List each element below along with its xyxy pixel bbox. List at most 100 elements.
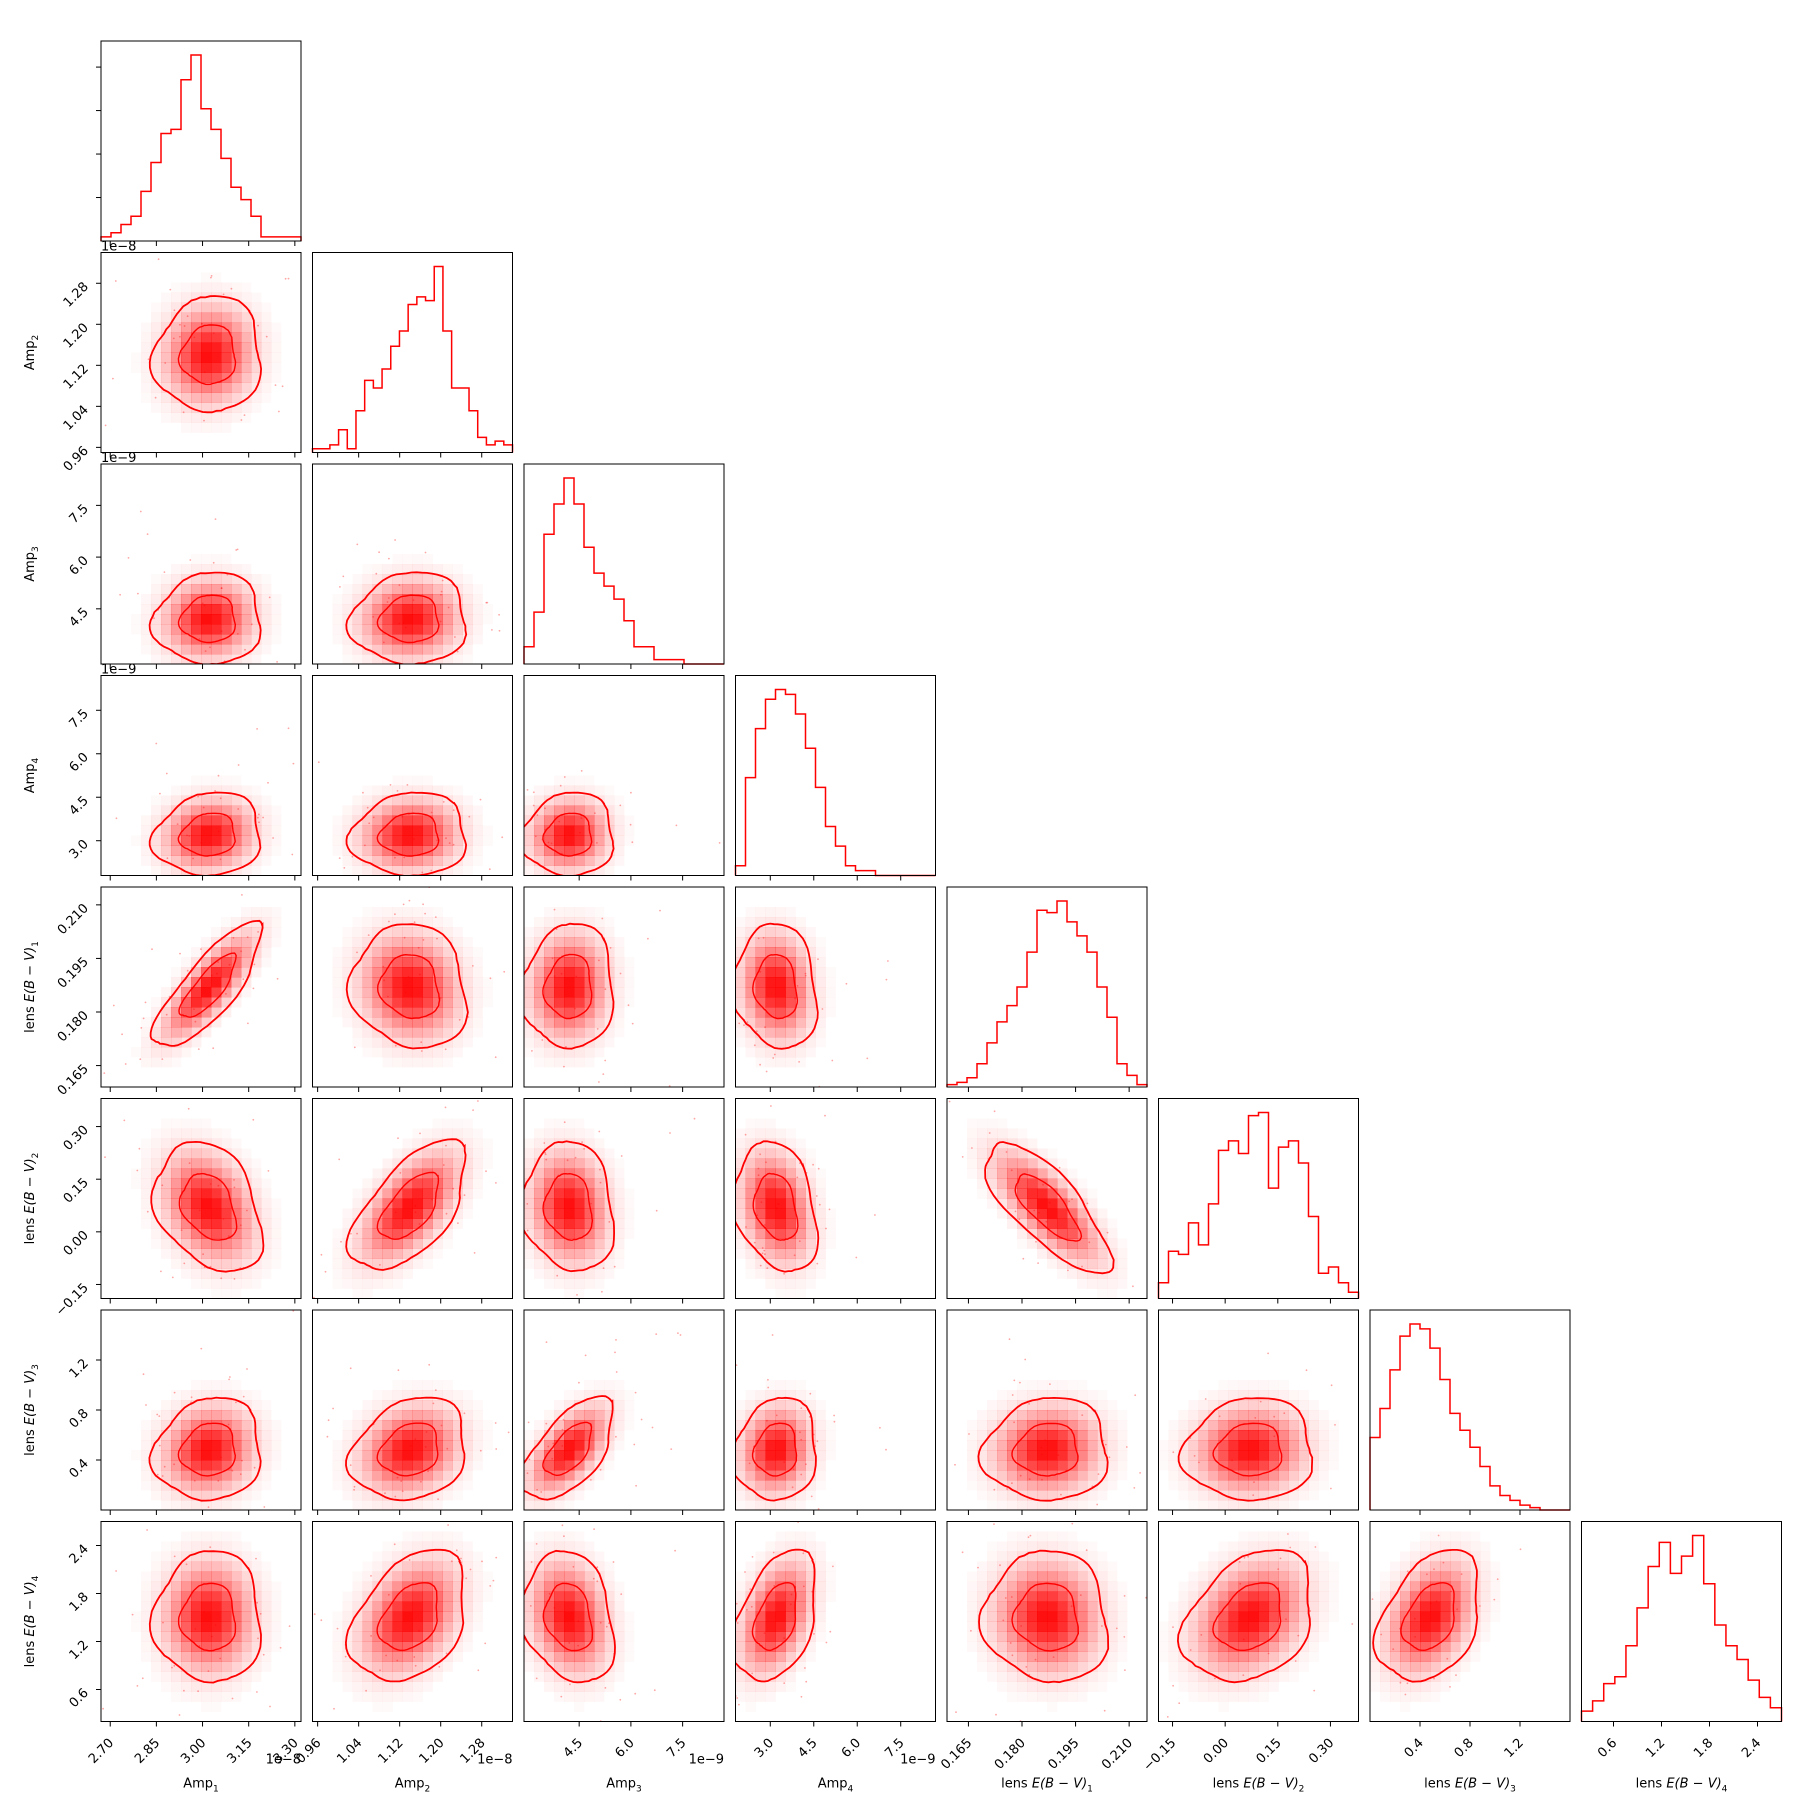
density-cell	[584, 1420, 595, 1431]
density-cell	[1268, 1500, 1279, 1510]
density-cell	[211, 273, 221, 283]
density-cell	[362, 845, 373, 856]
density-cell	[432, 815, 443, 826]
density-cell	[362, 1631, 373, 1642]
density-cell	[735, 1238, 746, 1249]
density-body	[326, 1363, 510, 1510]
density-cell	[333, 594, 343, 604]
contour-inner	[376, 1422, 439, 1477]
density-cell	[423, 554, 433, 564]
density-cell	[201, 564, 212, 575]
density-cell	[221, 1218, 232, 1229]
density-cell	[422, 825, 433, 836]
density-cell	[412, 1671, 423, 1682]
density-cell	[211, 1129, 221, 1139]
density-cell	[422, 584, 433, 595]
density-cell	[382, 624, 393, 635]
density-cell	[382, 835, 393, 846]
density-cell	[795, 1460, 806, 1471]
density-cell	[1037, 1440, 1048, 1451]
density-cell	[343, 1490, 353, 1500]
density-cell	[1107, 1219, 1117, 1229]
density-cell	[564, 1420, 575, 1431]
density-cell	[1288, 1410, 1299, 1421]
density-cell	[1077, 1279, 1087, 1289]
density-cell	[544, 907, 554, 917]
histogram-step-line	[1157, 1111, 1360, 1299]
density-cell	[392, 907, 403, 918]
density-cell	[241, 1390, 252, 1401]
density-cell	[161, 1027, 172, 1038]
density-cell	[554, 937, 565, 948]
density-cell	[261, 1188, 272, 1199]
density-cell	[775, 1007, 786, 1018]
density-cell	[261, 1208, 272, 1219]
density-cell	[534, 1541, 545, 1552]
density-cell	[161, 1188, 172, 1199]
density-cell	[1188, 1490, 1199, 1501]
density-cell	[131, 1179, 141, 1189]
density-cell	[432, 1168, 443, 1179]
density-cell	[171, 584, 182, 595]
density-cell	[412, 1218, 423, 1229]
density-cell	[554, 835, 565, 846]
density-cell	[785, 1278, 796, 1289]
density-cell	[442, 977, 453, 988]
panel-p3-2	[523, 675, 725, 881]
density-cell	[161, 1430, 172, 1441]
density-cell	[1258, 1390, 1269, 1401]
density-cell	[534, 1450, 545, 1461]
sample-point	[375, 572, 378, 575]
contour-outer	[984, 1141, 1115, 1275]
density-cell	[524, 865, 535, 876]
density-cell	[442, 1027, 453, 1038]
density-cell	[422, 624, 433, 635]
density-cell	[362, 624, 373, 635]
density-cell	[181, 584, 192, 595]
sample-point	[442, 801, 445, 803]
density-cell	[624, 816, 634, 826]
density-cell	[1329, 1430, 1339, 1440]
density-cell	[342, 815, 353, 826]
sample-point	[1096, 1503, 1099, 1506]
sample-point	[278, 410, 280, 413]
density-cell	[352, 1248, 363, 1259]
density-cell	[372, 997, 383, 1008]
density-cell	[544, 1611, 555, 1622]
density-cell	[343, 654, 353, 664]
density-cell	[352, 1198, 363, 1209]
density-cell	[382, 1258, 393, 1269]
sample-point	[204, 371, 206, 374]
panel-p6-1	[312, 1309, 513, 1515]
density-cell	[564, 1490, 575, 1501]
density-cell	[231, 1168, 242, 1179]
density-cell	[241, 402, 252, 413]
density-cell	[614, 1218, 625, 1229]
density-cell	[181, 845, 192, 856]
sample-point	[210, 1635, 213, 1638]
density-cell	[241, 372, 252, 383]
density-cell	[452, 1138, 463, 1149]
density-cell	[746, 1390, 756, 1400]
density-cell	[181, 302, 192, 313]
density-cell	[181, 402, 192, 413]
density-cell	[171, 987, 182, 998]
panel-frame	[100, 40, 302, 242]
density-cell	[534, 1601, 545, 1612]
density-cell	[211, 644, 222, 655]
density-cell	[473, 947, 483, 957]
density-cell	[221, 412, 232, 423]
density-cell	[201, 1571, 212, 1582]
sample-point	[766, 1267, 769, 1269]
density-cell	[765, 1480, 776, 1491]
density-cell	[554, 1561, 565, 1572]
sample-point	[1097, 1473, 1100, 1475]
density-cell	[755, 977, 766, 988]
sample-point	[379, 1264, 381, 1266]
density-cell	[352, 1017, 363, 1028]
density-cell	[442, 1561, 453, 1572]
density-cell	[1097, 1390, 1107, 1400]
density-body	[115, 727, 295, 876]
sample-point	[401, 816, 404, 818]
density-cell	[161, 1561, 172, 1572]
